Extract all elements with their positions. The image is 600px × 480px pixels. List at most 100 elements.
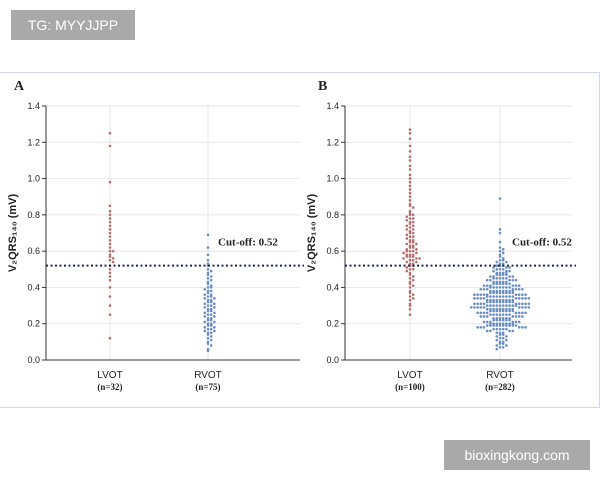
data-point-lvot <box>405 266 409 269</box>
data-point-rvot <box>505 304 508 307</box>
data-point-rvot <box>482 320 486 324</box>
category-n-label: (n=32) <box>97 382 122 392</box>
cutoff-label: Cut-off: 0.52 <box>218 237 278 249</box>
data-point-lvot <box>408 291 412 295</box>
data-point-rvot <box>495 338 499 342</box>
data-point-rvot <box>206 336 210 340</box>
data-point-rvot <box>511 300 515 304</box>
data-point-rvot <box>209 322 213 326</box>
data-point-rvot <box>505 273 508 277</box>
data-point-lvot <box>408 180 412 184</box>
data-point-rvot <box>521 311 524 315</box>
data-point-rvot <box>482 293 486 296</box>
data-point-lvot <box>108 275 112 278</box>
data-point-rvot <box>517 284 521 287</box>
data-point-lvot <box>111 260 115 264</box>
data-point-lvot <box>405 260 409 264</box>
data-point-rvot <box>485 293 489 296</box>
data-point-rvot <box>514 287 518 291</box>
data-point-rvot <box>206 289 210 293</box>
data-point-rvot <box>501 346 505 349</box>
data-point-rvot <box>489 295 492 298</box>
data-point-rvot <box>505 271 508 275</box>
data-point-rvot <box>482 326 486 329</box>
data-point-rvot <box>206 327 210 331</box>
data-point-lvot <box>108 278 112 282</box>
data-point-rvot <box>511 320 515 324</box>
data-point-rvot <box>206 318 210 322</box>
data-point-rvot <box>498 280 502 284</box>
data-point-rvot <box>206 333 210 336</box>
data-point-rvot <box>485 311 489 315</box>
y-tick-label: 0.8 <box>27 210 40 220</box>
data-point-lvot <box>411 244 415 247</box>
data-point-rvot <box>501 331 505 335</box>
data-point-rvot <box>498 286 502 289</box>
data-point-rvot <box>505 300 508 304</box>
data-point-rvot <box>206 324 210 327</box>
data-point-lvot <box>411 258 415 262</box>
data-point-lvot <box>108 304 112 307</box>
data-point-rvot <box>206 280 210 284</box>
data-point-rvot <box>514 297 518 300</box>
data-point-rvot <box>501 313 505 316</box>
data-point-rvot <box>473 297 476 300</box>
data-point-rvot <box>517 306 521 309</box>
data-point-lvot <box>402 251 405 255</box>
data-point-lvot <box>408 159 412 162</box>
data-point-rvot <box>203 302 207 306</box>
data-point-rvot <box>203 306 207 309</box>
data-point-rvot <box>505 316 508 320</box>
data-point-lvot <box>408 271 412 275</box>
data-point-lvot <box>408 286 412 289</box>
data-point-rvot <box>209 286 213 289</box>
data-point-lvot <box>408 128 412 131</box>
data-point-rvot <box>505 309 508 313</box>
data-point-lvot <box>408 238 412 242</box>
data-point-rvot <box>517 297 521 300</box>
data-point-rvot <box>508 298 511 302</box>
y-tick-label: 0.6 <box>27 246 40 256</box>
data-point-rvot <box>501 291 505 295</box>
data-point-rvot <box>505 280 508 284</box>
data-point-lvot <box>408 307 412 311</box>
data-point-rvot <box>514 311 518 315</box>
data-point-rvot <box>489 304 492 307</box>
data-point-rvot <box>498 262 502 266</box>
data-point-lvot <box>402 257 405 260</box>
data-point-lvot <box>411 217 415 220</box>
data-point-lvot <box>408 137 412 140</box>
data-point-lvot <box>111 249 115 253</box>
data-point-lvot <box>108 267 112 271</box>
data-point-rvot <box>206 331 210 335</box>
data-point-rvot <box>492 300 495 304</box>
data-point-rvot <box>501 342 505 345</box>
data-point-rvot <box>206 316 210 320</box>
data-point-rvot <box>514 315 518 318</box>
data-point-rvot <box>505 327 508 331</box>
data-point-rvot <box>501 336 505 340</box>
data-point-rvot <box>492 280 495 284</box>
data-point-rvot <box>489 309 492 313</box>
data-point-rvot <box>479 311 483 315</box>
data-point-rvot <box>505 318 508 322</box>
data-point-rvot <box>505 322 508 326</box>
data-point-rvot <box>209 338 213 342</box>
data-point-rvot <box>498 316 502 320</box>
data-point-rvot <box>485 307 489 311</box>
data-point-rvot <box>485 320 489 324</box>
data-point-rvot <box>508 266 511 269</box>
data-point-rvot <box>498 282 502 286</box>
data-point-rvot <box>508 286 511 289</box>
data-point-lvot <box>408 226 412 229</box>
data-point-rvot <box>485 324 489 327</box>
watermark-bottom-right: bioxingkong.com <box>444 440 590 470</box>
data-point-lvot <box>408 258 412 262</box>
data-point-rvot <box>495 295 499 298</box>
data-point-lvot <box>408 289 412 293</box>
data-point-rvot <box>498 277 502 280</box>
data-point-rvot <box>501 309 505 313</box>
data-point-rvot <box>517 326 521 329</box>
cutoff-label: Cut-off: 0.52 <box>512 237 572 249</box>
y-tick-label: 0.2 <box>27 319 40 329</box>
